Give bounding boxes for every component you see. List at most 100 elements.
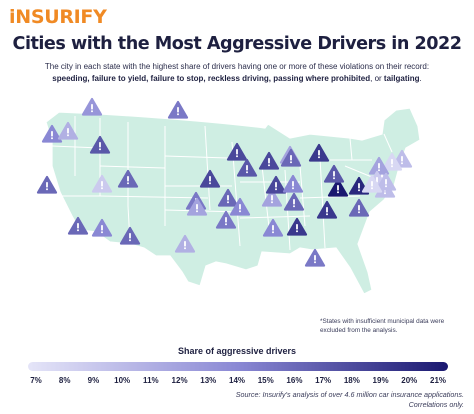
exclamation-dot	[236, 155, 238, 158]
city-marker-al	[286, 217, 308, 236]
legend-tick-label: 9%	[87, 376, 100, 385]
exclamation-dot	[384, 192, 386, 195]
exclamation-mark	[196, 204, 198, 210]
exclamation-dot	[227, 201, 229, 204]
exclamation-dot	[268, 164, 270, 167]
exclamation-dot	[337, 191, 339, 194]
legend-tick-label: 14%	[228, 376, 246, 385]
legend-tick-label: 7%	[30, 376, 42, 385]
exclamation-dot	[333, 177, 335, 180]
legend-tick-label: 17%	[315, 376, 332, 385]
exclamation-dot	[293, 205, 295, 208]
city-marker-co	[91, 218, 113, 237]
exclamation-mark	[318, 150, 320, 156]
city-marker-ia	[199, 169, 221, 188]
exclamation-dot	[239, 210, 241, 213]
exclamation-dot	[225, 223, 227, 226]
exclamation-mark	[378, 163, 380, 169]
exclamation-dot	[326, 213, 328, 216]
exclamation-mark	[326, 207, 328, 213]
exclamation-mark	[239, 204, 241, 210]
exclamation-mark	[293, 199, 295, 205]
city-marker-nj	[375, 172, 397, 191]
exclamation-mark	[129, 233, 131, 239]
insurify-logo: iNSURIFY	[9, 6, 107, 28]
city-marker-ut	[91, 174, 113, 193]
exclamation-dot	[101, 187, 103, 190]
exclamation-mark	[296, 224, 298, 230]
legend-tick-label: 16%	[286, 376, 303, 385]
exclamation-dot	[318, 156, 320, 159]
exclamation-mark	[391, 159, 393, 165]
city-marker-or	[41, 124, 63, 143]
subtitle-last-violation: tailgating	[383, 74, 420, 83]
city-marker-az	[117, 169, 139, 188]
subtitle-end: .	[419, 74, 422, 83]
city-marker-ar	[229, 197, 251, 216]
subtitle-line-1: The city in each state with the highest …	[44, 62, 430, 71]
exclamation-mark	[371, 181, 373, 187]
city-marker-mt	[89, 135, 111, 154]
city-marker-nm	[119, 226, 141, 245]
exclamation-mark	[358, 205, 360, 211]
exclamation-dot	[378, 169, 380, 172]
exclamation-mark	[246, 165, 248, 171]
exclamation-dot	[184, 247, 186, 250]
legend-tick-label: 18%	[343, 376, 360, 385]
city-marker-ca	[67, 216, 89, 235]
exclamation-mark	[292, 181, 294, 187]
exclamation-dot	[209, 182, 211, 185]
city-marker-id	[57, 121, 79, 140]
source-line-1: Source: Insurify's analysis of over 4.6 …	[235, 390, 464, 399]
exclamation-mark	[51, 131, 53, 137]
legend-tick-label: 13%	[200, 376, 217, 385]
exclamation-mark	[314, 255, 316, 261]
exclamation-dot	[127, 182, 129, 185]
exclamation-dot	[51, 137, 53, 140]
legend-tick-label: 10%	[114, 376, 131, 385]
state-border-lines	[51, 116, 393, 251]
source-line-2: Correlations only.	[408, 400, 464, 409]
exclamation-dot	[358, 211, 360, 214]
city-marker-va	[323, 164, 345, 183]
subtitle-connector: , or	[370, 74, 384, 83]
exclamation-mark	[227, 195, 229, 201]
exclamation-dot	[292, 187, 294, 190]
exclamation-dot	[275, 188, 277, 191]
exclamation-mark	[209, 176, 211, 182]
exclamation-mark	[376, 177, 378, 183]
exclamation-mark	[101, 181, 103, 187]
city-marker-ks	[215, 210, 237, 229]
city-marker-mn	[236, 158, 258, 177]
legend-color-bar	[28, 362, 448, 371]
exclamation-dot	[314, 261, 316, 264]
exclamation-dot	[290, 161, 292, 164]
source-note: Source: Insurify's analysis of over 4.6 …	[236, 390, 464, 410]
legend-tick-label: 8%	[58, 376, 71, 385]
exclamation-mark	[127, 176, 129, 182]
exclamation-mark	[333, 171, 335, 177]
exclamation-mark	[275, 182, 277, 188]
city-marker-wi	[258, 151, 280, 170]
subtitle-violations: speeding, failure to yield, failure to s…	[52, 74, 371, 83]
city-marker-ky	[282, 174, 304, 193]
exclamation-mark	[46, 182, 48, 188]
exclamation-dot	[129, 239, 131, 242]
legend-gradient	[28, 362, 448, 371]
exclamation-dot	[99, 148, 101, 151]
city-marker-ms	[262, 218, 284, 237]
exclamation-mark	[271, 195, 273, 201]
city-marker-fl	[348, 198, 370, 217]
city-marker-tx	[174, 234, 196, 253]
legend-tick-label: 20%	[401, 376, 418, 385]
exclamation-mark	[236, 149, 238, 155]
exclamation-mark	[358, 183, 360, 189]
exclamation-dot	[401, 162, 403, 165]
exclamation-mark	[225, 217, 227, 223]
exclamation-dot	[196, 210, 198, 213]
legend-ticks: 7% 8% 9% 10% 11% 12% 13% 14% 15% 16% 17% 18% 19% 20% 2…	[24, 376, 450, 388]
exclamation-dot	[67, 134, 69, 137]
exclamation-dot	[101, 231, 103, 234]
city-marker-wv	[304, 248, 326, 267]
exclamation-dot	[46, 188, 48, 191]
